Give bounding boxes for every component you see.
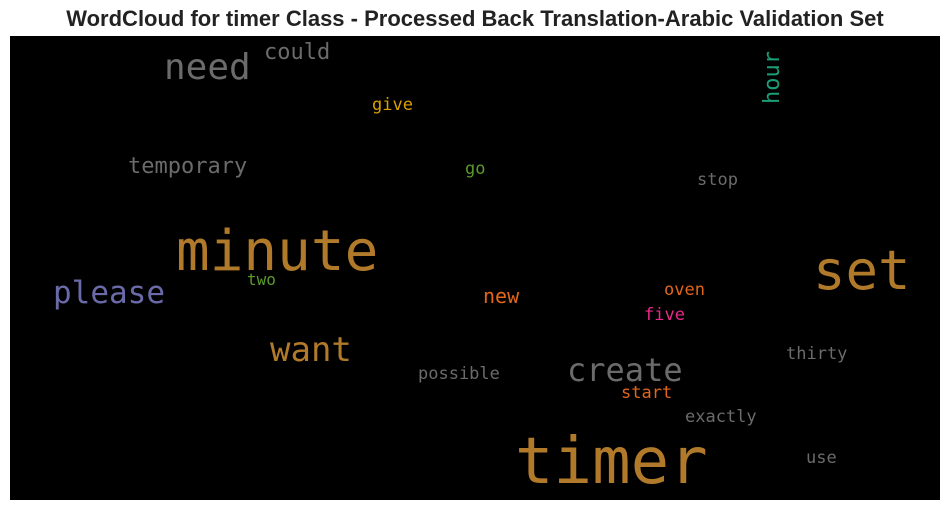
word-please: please — [53, 275, 165, 311]
word-go: go — [465, 159, 486, 179]
word-want: want — [270, 330, 352, 370]
word-five: five — [644, 305, 685, 325]
word-stop: stop — [697, 170, 738, 190]
word-exactly: exactly — [685, 407, 757, 427]
word-start: start — [621, 383, 673, 403]
word-thirty: thirty — [786, 344, 848, 364]
word-could: could — [264, 40, 331, 65]
word-new: new — [483, 284, 520, 308]
word-hour: hour — [760, 51, 785, 104]
word-use: use — [806, 448, 837, 468]
word-give: give — [372, 95, 413, 115]
word-minute: minute — [176, 219, 379, 284]
chart-title: WordCloud for timer Class - Processed Ba… — [66, 6, 884, 31]
word-set: set — [813, 239, 911, 302]
word-two: two — [247, 270, 276, 289]
word-need: need — [164, 47, 251, 88]
word-possible: possible — [418, 364, 500, 384]
word-timer: timer — [515, 425, 708, 499]
wordcloud-canvas: timer minute set need want please create could h… — [10, 36, 940, 500]
word-oven: oven — [664, 280, 705, 300]
word-temporary: temporary — [128, 154, 248, 179]
word-create: create — [567, 351, 683, 389]
